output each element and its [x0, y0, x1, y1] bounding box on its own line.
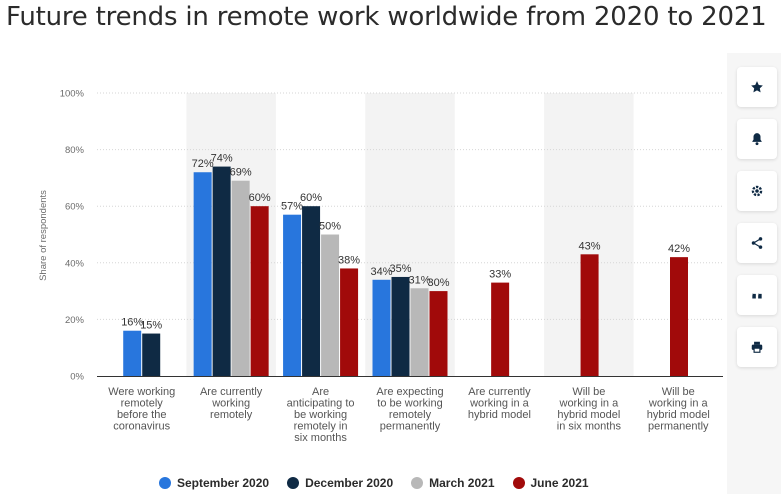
bar [142, 333, 161, 376]
x-tick-label: coronavirus [113, 421, 170, 433]
y-tick-label: 0% [70, 372, 84, 383]
x-tick-label: Are expecting [376, 386, 443, 398]
bar [410, 288, 429, 376]
legend-swatch [159, 477, 171, 489]
bar [250, 206, 269, 376]
data-label: 38% [338, 254, 360, 266]
x-tick-label: remotely [121, 398, 164, 410]
bar [283, 214, 302, 376]
data-label: 60% [249, 192, 271, 204]
bar [231, 180, 250, 376]
x-tick-label: be working [294, 409, 347, 421]
favorite-button[interactable] [737, 67, 777, 107]
bar [670, 257, 688, 376]
legend-label: June 2021 [530, 476, 589, 490]
legend-item-september-2020[interactable]: September 2020 [159, 476, 269, 490]
data-label: 16% [121, 317, 143, 329]
legend-item-march-2021[interactable]: March 2021 [411, 476, 495, 490]
x-tick-label: six months [294, 432, 347, 444]
x-tick-label: Are currently [468, 386, 531, 398]
data-label: 15% [140, 320, 162, 332]
chart-toolbar [737, 67, 777, 379]
x-tick-label: remotely in [294, 421, 348, 433]
data-label: 50% [319, 221, 341, 233]
x-tick-label: permanently [648, 421, 709, 433]
data-label: 43% [579, 240, 601, 252]
bar [123, 330, 142, 376]
print-icon [751, 341, 763, 353]
data-label: 30% [427, 277, 449, 289]
legend-item-june-2021[interactable]: June 2021 [512, 476, 589, 490]
data-label: 31% [408, 274, 430, 286]
x-tick-label: Will be [662, 386, 695, 398]
x-tick-label: before the [117, 409, 167, 421]
page-title: Future trends in remote work worldwide f… [6, 2, 767, 32]
data-label: 57% [281, 201, 303, 213]
x-tick-label: Were working [108, 386, 175, 398]
legend-label: March 2021 [429, 476, 495, 490]
print-button[interactable] [737, 327, 777, 367]
bell-icon [752, 133, 762, 146]
bar [491, 282, 510, 376]
bar [391, 276, 410, 376]
legend-label: September 2020 [177, 476, 270, 490]
settings-button[interactable] [737, 171, 777, 211]
data-label: 72% [192, 158, 214, 170]
data-label: 69% [230, 167, 252, 179]
star-icon [751, 81, 763, 93]
bar [193, 172, 212, 376]
x-tick-label: hybrid model [468, 409, 531, 421]
legend-item-december-2020[interactable]: December 2020 [287, 476, 393, 490]
data-label: 34% [370, 266, 392, 278]
share-icon [751, 237, 763, 249]
y-tick-label: 20% [65, 315, 85, 326]
bar [580, 254, 599, 376]
bar [321, 234, 340, 376]
bar [302, 206, 321, 376]
data-label: 60% [300, 192, 322, 204]
y-tick-label: 60% [65, 202, 85, 213]
x-tick-label: remotely [389, 409, 432, 421]
x-tick-label: working [211, 398, 250, 410]
x-tick-label: remotely [210, 409, 253, 421]
quote-icon [752, 292, 762, 299]
cite-button[interactable] [737, 275, 777, 315]
y-tick-label: 100% [60, 89, 85, 100]
share-button[interactable] [737, 223, 777, 263]
y-axis-title: Share of respondents [38, 190, 49, 281]
y-tick-label: 80% [65, 145, 85, 156]
bar [212, 166, 231, 376]
bar [340, 268, 359, 376]
gear-icon [751, 185, 763, 197]
x-tick-label: Are currently [200, 386, 263, 398]
legend-swatch [411, 477, 424, 489]
data-label: 42% [668, 243, 690, 255]
x-tick-label: Will be [572, 386, 605, 398]
x-tick-label: permanently [380, 421, 441, 433]
x-tick-label: Are [312, 386, 329, 398]
x-tick-label: hybrid model [557, 409, 620, 421]
x-tick-label: to be working [377, 398, 442, 410]
chart-legend: September 2020 December 2020 March 2021 … [159, 475, 607, 491]
notification-button[interactable] [737, 119, 777, 159]
data-label: 33% [489, 269, 511, 281]
legend-swatch [512, 477, 525, 489]
data-label: 35% [389, 263, 411, 275]
x-tick-label: working in a [469, 398, 530, 410]
legend-swatch [287, 477, 300, 489]
y-tick-label: 40% [65, 258, 85, 269]
legend-label: December 2020 [305, 476, 394, 490]
x-tick-label: anticipating to [287, 398, 355, 410]
bar [429, 291, 448, 376]
x-tick-label: hybrid model [647, 409, 710, 421]
x-tick-label: working in a [559, 398, 620, 410]
x-tick-label: working in a [648, 398, 709, 410]
bar [372, 279, 391, 376]
data-label: 74% [211, 153, 233, 165]
x-tick-label: in six months [557, 421, 622, 433]
